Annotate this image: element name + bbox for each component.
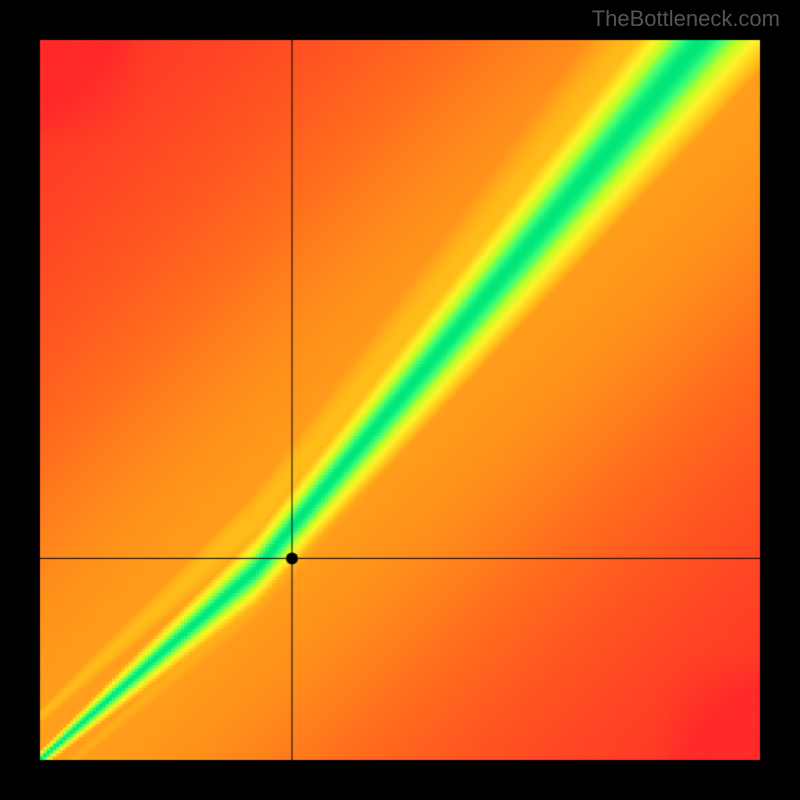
chart-container: TheBottleneck.com — [0, 0, 800, 800]
watermark-text: TheBottleneck.com — [592, 6, 780, 32]
heatmap-canvas — [0, 0, 800, 800]
